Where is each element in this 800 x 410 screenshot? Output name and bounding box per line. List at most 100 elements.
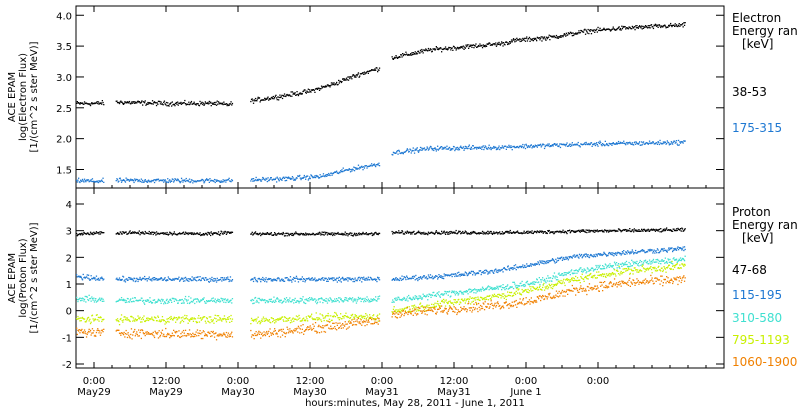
data-point	[583, 143, 585, 145]
data-point	[289, 297, 291, 299]
data-point	[266, 319, 268, 321]
data-point	[454, 232, 457, 234]
data-point	[359, 166, 361, 168]
data-point	[318, 318, 320, 321]
data-point	[670, 261, 672, 263]
data-point	[115, 233, 117, 235]
data-point	[481, 47, 484, 49]
data-point	[422, 306, 424, 308]
data-point	[466, 290, 468, 292]
data-point	[417, 151, 420, 153]
data-point	[81, 278, 83, 280]
data-point	[577, 256, 579, 258]
data-point	[683, 24, 686, 26]
data-point	[649, 261, 651, 263]
data-point	[209, 232, 211, 234]
data-point	[346, 169, 348, 171]
data-point	[215, 180, 218, 182]
data-point	[399, 152, 401, 154]
data-point	[584, 231, 587, 233]
data-point	[371, 163, 373, 165]
data-point	[357, 164, 360, 166]
data-point	[615, 264, 617, 266]
data-point	[417, 297, 420, 300]
data-point	[547, 143, 549, 145]
data-point	[435, 295, 437, 297]
data-point	[524, 285, 527, 287]
data-point	[353, 74, 355, 76]
data-point	[438, 291, 440, 293]
data-point	[324, 278, 327, 280]
data-point	[126, 233, 129, 235]
data-point	[374, 318, 376, 320]
data-point	[432, 306, 434, 308]
data-point	[222, 298, 224, 300]
data-point	[329, 232, 331, 234]
data-point	[667, 258, 669, 260]
data-point	[408, 278, 410, 280]
data-point	[358, 232, 360, 234]
data-point	[120, 299, 122, 301]
data-point	[266, 178, 268, 180]
data-point	[82, 273, 84, 276]
data-point	[212, 297, 214, 299]
data-point	[126, 297, 129, 300]
data-point	[95, 314, 98, 316]
data-point	[663, 24, 665, 27]
data-point	[643, 228, 645, 230]
data-point	[597, 231, 599, 233]
data-point	[428, 304, 430, 306]
data-point	[676, 261, 678, 263]
data-point	[323, 299, 325, 301]
data-point	[570, 270, 572, 272]
data-point	[584, 28, 586, 30]
data-point	[664, 229, 666, 232]
data-point	[443, 231, 445, 233]
data-point	[190, 297, 192, 299]
data-point	[378, 232, 381, 235]
data-point	[89, 298, 91, 300]
data-point	[629, 142, 631, 144]
data-point	[420, 277, 422, 279]
data-point	[286, 235, 288, 237]
data-point	[129, 299, 131, 301]
data-point	[359, 298, 361, 300]
data-point	[325, 315, 327, 317]
data-point	[154, 316, 156, 319]
data-point	[146, 181, 148, 183]
data-point	[532, 281, 534, 283]
data-point	[289, 177, 291, 179]
data-point	[561, 259, 564, 261]
data-point	[212, 279, 214, 281]
data-point	[514, 146, 517, 149]
data-point	[231, 298, 234, 300]
data-point	[160, 101, 162, 103]
data-point	[286, 93, 288, 96]
data-point	[331, 84, 333, 86]
data-point	[150, 233, 152, 235]
data-point	[210, 278, 212, 281]
data-point	[94, 277, 96, 279]
data-point	[180, 317, 183, 319]
data-point	[254, 318, 256, 321]
data-point	[657, 249, 659, 251]
data-point	[85, 179, 88, 181]
data-point	[411, 298, 414, 300]
data-point	[271, 279, 273, 281]
data-point	[433, 233, 435, 235]
data-point	[260, 278, 263, 280]
data-point	[266, 232, 268, 234]
data-point	[120, 297, 123, 299]
data-point	[146, 278, 148, 280]
data-point	[250, 278, 253, 281]
data-point	[131, 232, 133, 234]
data-point	[225, 181, 227, 183]
data-point	[202, 103, 204, 106]
data-point	[265, 232, 267, 235]
data-point	[570, 256, 572, 258]
data-point	[436, 47, 438, 49]
data-point	[365, 232, 367, 234]
data-point	[672, 141, 674, 143]
data-point	[433, 303, 435, 306]
data-point	[315, 312, 317, 314]
